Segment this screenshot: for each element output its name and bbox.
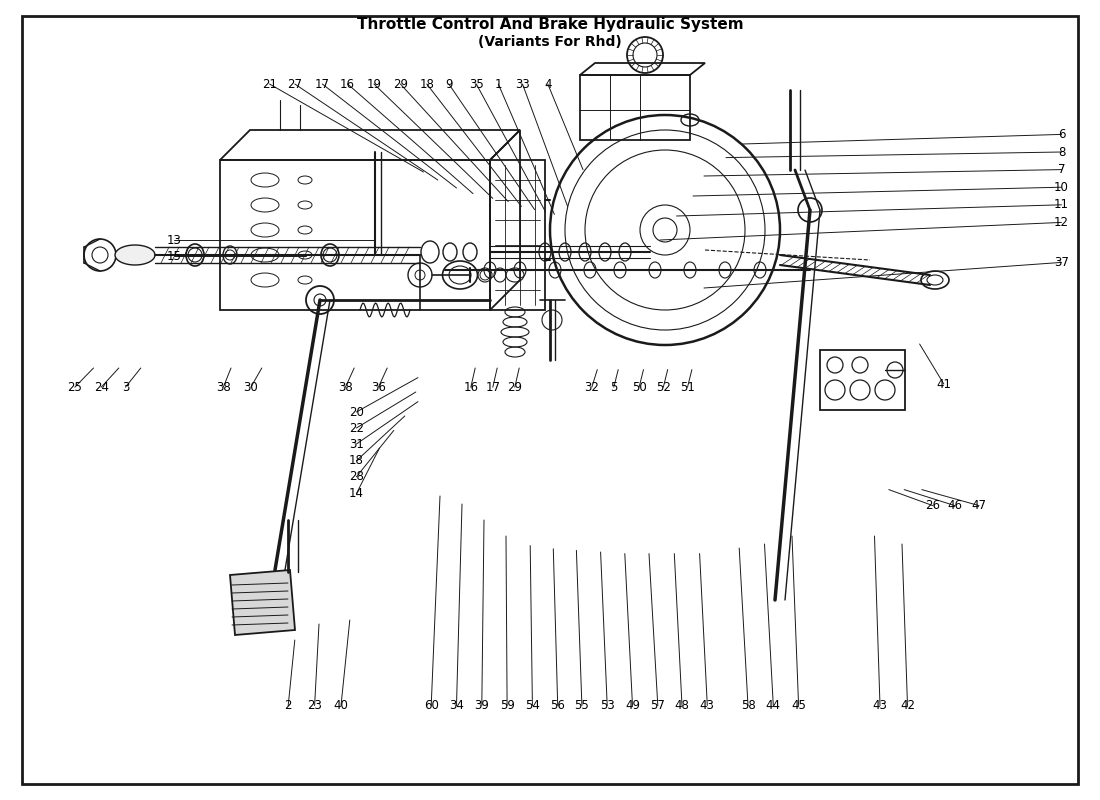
Text: 38: 38 — [338, 381, 353, 394]
Text: 36: 36 — [371, 381, 386, 394]
Text: 58: 58 — [740, 699, 756, 712]
Text: 5: 5 — [610, 381, 617, 394]
Text: 41: 41 — [936, 378, 952, 390]
Text: 6: 6 — [1058, 128, 1065, 141]
Text: 37: 37 — [1054, 256, 1069, 269]
Text: 30: 30 — [243, 381, 258, 394]
Text: 19: 19 — [366, 78, 382, 90]
Text: 29: 29 — [507, 381, 522, 394]
Text: 7: 7 — [1058, 163, 1065, 176]
Text: 35: 35 — [469, 78, 484, 90]
Text: 43: 43 — [700, 699, 715, 712]
Text: 15: 15 — [166, 250, 182, 262]
Text: 57: 57 — [650, 699, 666, 712]
Text: 18: 18 — [419, 78, 435, 90]
Text: 27: 27 — [287, 78, 303, 90]
Text: 16: 16 — [340, 78, 355, 90]
Text: 39: 39 — [474, 699, 490, 712]
Text: Throttle Control And Brake Hydraulic System: Throttle Control And Brake Hydraulic Sys… — [356, 18, 744, 33]
Text: 60: 60 — [424, 699, 439, 712]
Text: 50: 50 — [631, 381, 647, 394]
Text: 31: 31 — [349, 438, 364, 450]
Text: 16: 16 — [463, 381, 478, 394]
Text: 54: 54 — [525, 699, 540, 712]
Text: 8: 8 — [1058, 146, 1065, 158]
Text: 45: 45 — [791, 699, 806, 712]
Text: 25: 25 — [67, 381, 82, 394]
Text: 17: 17 — [315, 78, 330, 90]
Text: 4: 4 — [544, 78, 551, 90]
Text: 38: 38 — [216, 381, 231, 394]
Text: 34: 34 — [449, 699, 464, 712]
Text: 2: 2 — [285, 699, 292, 712]
Text: 9: 9 — [446, 78, 452, 90]
Text: 32: 32 — [584, 381, 600, 394]
Text: 46: 46 — [947, 499, 962, 512]
Text: 56: 56 — [550, 699, 565, 712]
Text: 17: 17 — [485, 381, 501, 394]
Text: 14: 14 — [349, 487, 364, 500]
Text: 55: 55 — [574, 699, 590, 712]
Text: 12: 12 — [1054, 216, 1069, 229]
Text: 53: 53 — [600, 699, 615, 712]
Text: 42: 42 — [900, 699, 915, 712]
Ellipse shape — [116, 245, 155, 265]
Text: 1: 1 — [495, 78, 502, 90]
Text: 23: 23 — [307, 699, 322, 712]
Text: 29: 29 — [393, 78, 408, 90]
Text: 21: 21 — [262, 78, 277, 90]
Polygon shape — [230, 570, 295, 635]
Text: 33: 33 — [515, 78, 530, 90]
Text: 3: 3 — [122, 381, 129, 394]
Text: (Variants For Rhd): (Variants For Rhd) — [478, 35, 622, 49]
Text: 22: 22 — [349, 422, 364, 434]
Text: 26: 26 — [925, 499, 940, 512]
Text: 13: 13 — [166, 234, 182, 246]
Text: 52: 52 — [656, 381, 671, 394]
Text: 43: 43 — [872, 699, 888, 712]
Text: 11: 11 — [1054, 198, 1069, 211]
Text: 20: 20 — [349, 406, 364, 418]
Bar — [820, 350, 905, 410]
Text: 28: 28 — [349, 470, 364, 483]
Text: 44: 44 — [766, 699, 781, 712]
Bar — [580, 75, 690, 140]
Text: 18: 18 — [349, 454, 364, 467]
Text: 49: 49 — [625, 699, 640, 712]
Text: 51: 51 — [680, 381, 695, 394]
Text: 10: 10 — [1054, 181, 1069, 194]
Text: 24: 24 — [94, 381, 109, 394]
Text: 59: 59 — [499, 699, 515, 712]
Text: 47: 47 — [971, 499, 987, 512]
Text: 40: 40 — [333, 699, 349, 712]
Text: 48: 48 — [674, 699, 690, 712]
Bar — [490, 160, 544, 310]
